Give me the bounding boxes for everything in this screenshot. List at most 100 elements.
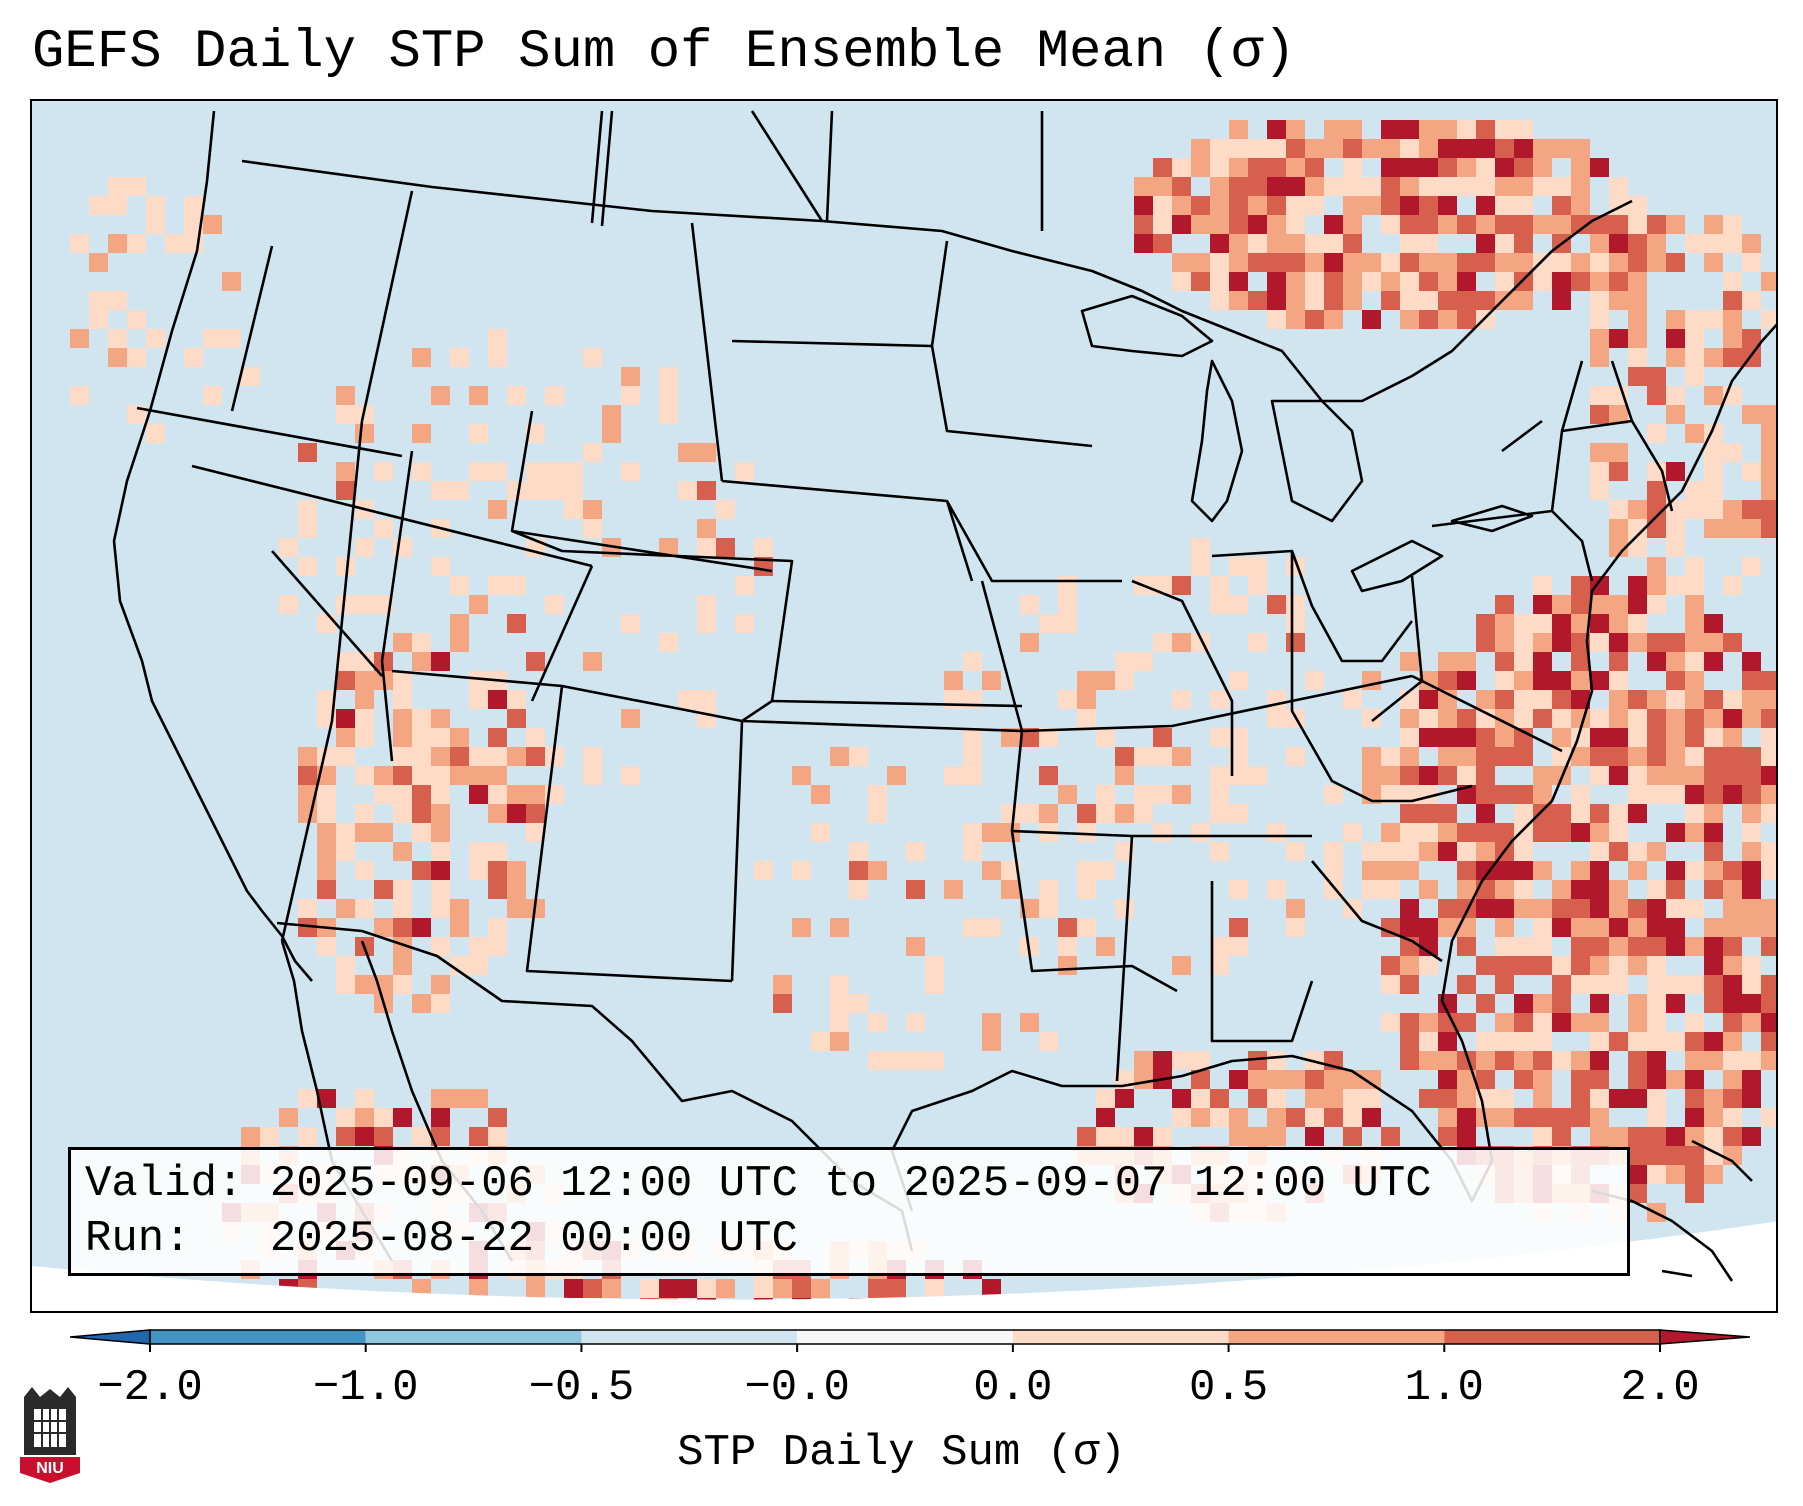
- anomaly-cell: [1001, 728, 1020, 747]
- anomaly-cell: [1438, 1108, 1457, 1127]
- anomaly-cell: [1571, 956, 1590, 975]
- anomaly-cell: [1267, 1089, 1286, 1108]
- anomaly-cell: [1476, 253, 1495, 272]
- anomaly-cell: [1761, 1013, 1776, 1032]
- anomaly-cell: [659, 405, 678, 424]
- anomaly-cell: [1343, 823, 1362, 842]
- anomaly-cell: [1742, 253, 1761, 272]
- anomaly-cell: [1020, 728, 1039, 747]
- anomaly-cell: [1571, 1013, 1590, 1032]
- anomaly-cell: [1400, 899, 1419, 918]
- anomaly-cell: [222, 329, 241, 348]
- anomaly-cell: [887, 1051, 906, 1070]
- anomaly-cell: [1685, 500, 1704, 519]
- anomaly-cell: [1476, 196, 1495, 215]
- anomaly-cell: [1267, 1070, 1286, 1089]
- anomaly-cell: [1438, 728, 1457, 747]
- anomaly-cell: [1628, 291, 1647, 310]
- anomaly-cell: [1267, 177, 1286, 196]
- anomaly-cell: [602, 405, 621, 424]
- anomaly-cell: [963, 918, 982, 937]
- anomaly-cell: [887, 1279, 906, 1298]
- anomaly-cell: [1533, 1070, 1552, 1089]
- map-panel[interactable]: [30, 99, 1778, 1313]
- anomaly-cell: [1628, 500, 1647, 519]
- anomaly-cell: [469, 1089, 488, 1108]
- anomaly-cell: [1590, 329, 1609, 348]
- anomaly-cell: [1742, 291, 1761, 310]
- anomaly-cell: [1210, 291, 1229, 310]
- anomaly-cell: [1476, 177, 1495, 196]
- anomaly-cell: [526, 1279, 545, 1298]
- anomaly-cell: [1761, 975, 1776, 994]
- anomaly-cell: [1229, 1108, 1248, 1127]
- anomaly-cell: [1647, 1146, 1666, 1165]
- anomaly-cell: [1153, 1127, 1172, 1146]
- anomaly-cell: [260, 1127, 279, 1146]
- anomaly-cell: [1419, 234, 1438, 253]
- anomaly-cell: [1666, 253, 1685, 272]
- anomaly-cell: [393, 633, 412, 652]
- anomaly-cell: [1685, 1146, 1704, 1165]
- anomaly-cell: [944, 671, 963, 690]
- anomaly-cell: [1457, 766, 1476, 785]
- anomaly-cell: [716, 1279, 735, 1298]
- anomaly-cell: [279, 538, 298, 557]
- anomaly-cell: [1723, 690, 1742, 709]
- anomaly-cell: [108, 196, 127, 215]
- anomaly-cell: [621, 367, 640, 386]
- anomaly-cell: [1039, 899, 1058, 918]
- anomaly-cell: [1020, 1013, 1039, 1032]
- anomaly-cell: [1590, 709, 1609, 728]
- anomaly-cell: [1590, 728, 1609, 747]
- anomaly-cell: [1362, 766, 1381, 785]
- anomaly-cell: [1324, 842, 1343, 861]
- anomaly-cell: [393, 690, 412, 709]
- anomaly-cell: [1267, 310, 1286, 329]
- anomaly-cell: [1590, 747, 1609, 766]
- anomaly-cell: [1609, 709, 1628, 728]
- anomaly-cell: [1476, 310, 1495, 329]
- anomaly-cell: [431, 1127, 450, 1146]
- anomaly-cell: [1191, 253, 1210, 272]
- anomaly-cell: [1286, 215, 1305, 234]
- anomaly-cell: [1590, 348, 1609, 367]
- anomaly-cell: [1514, 804, 1533, 823]
- anomaly-cell: [1685, 747, 1704, 766]
- anomaly-cell: [1438, 177, 1457, 196]
- anomaly-cell: [1590, 253, 1609, 272]
- anomaly-cell: [1039, 614, 1058, 633]
- anomaly-cell: [1571, 804, 1590, 823]
- anomaly-cell: [1761, 861, 1776, 880]
- anomaly-cell: [1476, 120, 1495, 139]
- anomaly-cell: [1514, 899, 1533, 918]
- anomaly-cell: [1077, 1127, 1096, 1146]
- anomaly-cell: [849, 842, 868, 861]
- anomaly-cell: [1495, 861, 1514, 880]
- anomaly-cell: [1609, 1089, 1628, 1108]
- run-value: 2025-08-22 00:00 UTC: [269, 1214, 798, 1264]
- anomaly-cell: [1533, 690, 1552, 709]
- anomaly-cell: [849, 880, 868, 899]
- anomaly-cell: [1134, 652, 1153, 671]
- anomaly-cell: [1324, 215, 1343, 234]
- anomaly-cell: [355, 709, 374, 728]
- anomaly-cell: [1514, 994, 1533, 1013]
- anomaly-cell: [1210, 766, 1229, 785]
- anomaly-cell: [1552, 291, 1571, 310]
- anomaly-cell: [1533, 823, 1552, 842]
- anomaly-cell: [1628, 196, 1647, 215]
- anomaly-cell: [1571, 158, 1590, 177]
- anomaly-cell: [1343, 1089, 1362, 1108]
- anomaly-cell: [1609, 177, 1628, 196]
- anomaly-cell: [317, 690, 336, 709]
- anomaly-cell: [1001, 804, 1020, 823]
- anomaly-cell: [298, 804, 317, 823]
- anomaly-cell: [1533, 766, 1552, 785]
- anomaly-cell: [1191, 272, 1210, 291]
- anomaly-cell: [355, 728, 374, 747]
- anomaly-cell: [1286, 918, 1305, 937]
- anomaly-cell: [1495, 1089, 1514, 1108]
- anomaly-cell: [1096, 728, 1115, 747]
- anomaly-cell: [1761, 766, 1776, 785]
